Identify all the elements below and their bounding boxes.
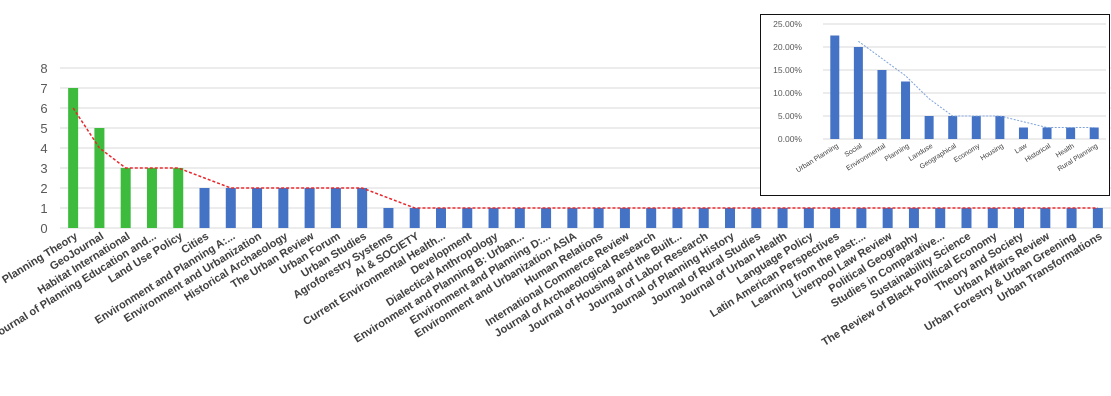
bar bbox=[173, 168, 184, 228]
inset-chart-svg: 0.00% 5.00% 10.00% 15.00% 20.00% 25.00% Urban … bbox=[773, 19, 1106, 175]
bar bbox=[882, 208, 893, 228]
bar bbox=[935, 208, 946, 228]
inset-x-tick-label: Housing bbox=[979, 143, 1005, 163]
bar bbox=[961, 208, 972, 228]
bar bbox=[225, 188, 236, 228]
inset-bar bbox=[971, 116, 981, 139]
bar bbox=[1040, 208, 1051, 228]
bar bbox=[252, 188, 263, 228]
bar bbox=[777, 208, 788, 228]
bar bbox=[409, 208, 420, 228]
y-tick-label: 5 bbox=[40, 121, 47, 136]
y-tick-label: 3 bbox=[40, 161, 47, 176]
inset-x-tick-label: Law bbox=[1014, 142, 1029, 155]
y-tick-label: 4 bbox=[40, 141, 47, 156]
bar bbox=[672, 208, 683, 228]
inset-y-tick-label: 5.00% bbox=[778, 111, 803, 121]
inset-bar bbox=[1089, 127, 1099, 139]
inset-bar bbox=[924, 116, 934, 139]
y-tick-label: 1 bbox=[40, 201, 47, 216]
y-tick-label: 6 bbox=[40, 101, 47, 116]
bar bbox=[1014, 208, 1025, 228]
bar bbox=[330, 188, 341, 228]
inset-y-tick-label: 25.00% bbox=[773, 19, 802, 29]
y-tick-label: 8 bbox=[40, 61, 47, 76]
y-tick-label: 0 bbox=[40, 221, 47, 236]
bar bbox=[199, 188, 210, 228]
bar bbox=[593, 208, 604, 228]
inset-y-tick-label: 15.00% bbox=[773, 65, 802, 75]
bar bbox=[856, 208, 867, 228]
inset-y-tick-label: 0.00% bbox=[778, 134, 803, 144]
inset-y-tick-label: 20.00% bbox=[773, 42, 802, 52]
bar bbox=[435, 208, 446, 228]
bar bbox=[514, 208, 525, 228]
bar bbox=[383, 208, 394, 228]
inset-x-tick-label: Historical bbox=[1024, 143, 1052, 164]
inset-bar bbox=[995, 116, 1005, 139]
inset-bar bbox=[877, 70, 887, 139]
bar bbox=[619, 208, 630, 228]
inset-bar bbox=[853, 47, 863, 139]
bar bbox=[68, 88, 79, 228]
inset-trendline bbox=[858, 40, 1095, 128]
bar bbox=[908, 208, 919, 228]
bar bbox=[120, 168, 131, 228]
bar bbox=[278, 188, 289, 228]
bar bbox=[304, 188, 315, 228]
inset-x-tick-label: Planning bbox=[884, 143, 911, 163]
inset-x-tick-label: Urban Planning bbox=[795, 143, 840, 175]
bar bbox=[146, 168, 157, 228]
inset-bar bbox=[1066, 127, 1076, 139]
inset-bar bbox=[830, 35, 840, 139]
bar bbox=[94, 128, 105, 228]
y-tick-label: 7 bbox=[40, 81, 47, 96]
bar bbox=[646, 208, 657, 228]
inset-bar bbox=[1018, 127, 1028, 139]
bar bbox=[830, 208, 841, 228]
bar bbox=[541, 208, 552, 228]
bar bbox=[803, 208, 814, 228]
bar bbox=[725, 208, 736, 228]
inset-bar bbox=[1042, 127, 1052, 139]
bar bbox=[462, 208, 473, 228]
inset-y-tick-label: 10.00% bbox=[773, 88, 802, 98]
inset-chart: 0.00% 5.00% 10.00% 15.00% 20.00% 25.00% Urban … bbox=[760, 14, 1110, 196]
bar bbox=[1092, 208, 1103, 228]
bar bbox=[567, 208, 578, 228]
bar bbox=[698, 208, 709, 228]
bar bbox=[987, 208, 998, 228]
bar bbox=[488, 208, 499, 228]
bar bbox=[1066, 208, 1077, 228]
inset-x-tick-label: Economy bbox=[953, 142, 982, 164]
trendline bbox=[72, 107, 1098, 209]
y-tick-label: 2 bbox=[40, 181, 47, 196]
bar bbox=[357, 188, 368, 228]
bar bbox=[751, 208, 762, 228]
inset-bar bbox=[948, 116, 958, 139]
inset-bar bbox=[901, 81, 911, 139]
